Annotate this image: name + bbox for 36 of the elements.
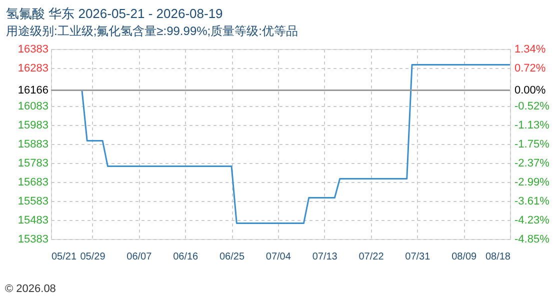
x-tick-label: 05/29 — [80, 252, 106, 262]
x-tick-label: 05/21 — [52, 252, 77, 262]
y2-tick-label: -1.75% — [514, 138, 550, 150]
y2-tick-label: -0.52% — [514, 100, 550, 113]
y-tick-label: 16283 — [18, 62, 48, 74]
y-tick-label: 16383 — [18, 44, 48, 56]
y2-tick-label: 1.34% — [514, 44, 546, 56]
x-tick-label: 07/22 — [358, 252, 384, 262]
y2-tick-label: -4.85% — [514, 234, 550, 246]
y2-tick-label: 0.00% — [514, 84, 546, 97]
y2-tick-label: -4.23% — [514, 214, 550, 226]
y-tick-label: 15483 — [18, 214, 48, 226]
y2-tick-label: -1.13% — [514, 119, 550, 132]
x-tick-label: 08/09 — [452, 252, 478, 262]
chart-title: 氢氟酸 华东 2026-05-21 - 2026-08-19 — [6, 6, 223, 21]
y-tick-label: 16083 — [18, 100, 48, 112]
y2-tick-label: -2.37% — [514, 157, 550, 170]
y-tick-label: 15383 — [18, 234, 48, 246]
x-tick-label: 06/16 — [173, 252, 199, 262]
y-tick-label: 15683 — [18, 176, 48, 188]
x-tick-label: 07/31 — [405, 252, 431, 262]
text: © 2026.08 — [5, 283, 56, 295]
y2-tick-label: -3.61% — [514, 195, 550, 208]
y-tick-label: 15783 — [18, 158, 48, 170]
x-tick-label: 07/13 — [312, 252, 338, 262]
y-tick-label: 15583 — [18, 196, 48, 208]
x-tick-label: 06/25 — [219, 252, 245, 262]
y-tick-label: 16166 — [18, 84, 48, 97]
y-tick-label: 15983 — [18, 120, 48, 132]
x-tick-label: 07/04 — [266, 252, 292, 262]
y2-tick-label: 0.72% — [514, 62, 546, 75]
x-tick-label: 08/18 — [485, 252, 511, 262]
y2-tick-label: -2.99% — [514, 176, 550, 188]
y-tick-label: 15883 — [18, 138, 48, 150]
chart-subtitle: 用途级别:工业级;氟化氢含量≥:99.99%;质量等级:优等品 — [6, 24, 298, 38]
x-tick-label: 06/07 — [126, 252, 152, 262]
